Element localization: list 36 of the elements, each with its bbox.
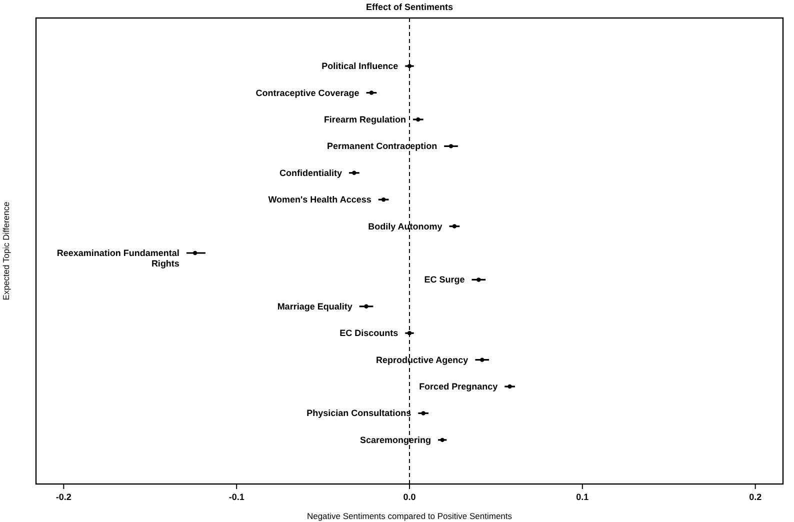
- point: [480, 358, 484, 362]
- x-axis-title: Negative Sentiments compared to Positive Sentiments: [306, 511, 512, 521]
- y-tick-label: Permanent Contraception: [327, 141, 438, 152]
- point: [448, 144, 454, 148]
- y-tick-label: Confidentiality: [279, 168, 342, 178]
- y-tick-label: Contraceptive Coverage: [256, 88, 360, 98]
- point: [369, 90, 374, 95]
- point: [416, 117, 420, 122]
- y-tick-label: Bodily Autonomy: [368, 221, 442, 232]
- y-tick-label: Reproductive Agency: [376, 354, 468, 365]
- y-tick-label: Scaremongering: [360, 434, 432, 445]
- y-tick-label: Firearm Regulation: [324, 114, 406, 124]
- y-tick-label: Reexamination Fundamental Rights: [56, 248, 180, 268]
- y-tick-label: Physician Consultations: [306, 408, 412, 418]
- point: [508, 384, 512, 389]
- y-axis-title: Expected Topic Difference: [1, 202, 11, 300]
- point: [452, 224, 457, 228]
- x-tick-label: -0.2: [56, 492, 72, 502]
- y-tick-label: Women's Health Access: [268, 194, 372, 205]
- x-tick-label: 0.2: [749, 492, 762, 502]
- point: [364, 304, 368, 309]
- y-tick-label: Marriage Equality: [277, 301, 352, 312]
- x-tick-label: -0.1: [228, 492, 244, 502]
- x-tick-label: 0.1: [576, 492, 589, 502]
- y-tick-label: Political Influence: [322, 61, 398, 72]
- point: [381, 197, 386, 202]
- point: [476, 278, 481, 282]
- point: [440, 438, 444, 442]
- y-tick-label: EC Surge: [424, 274, 465, 285]
- y-tick-label: EC Discounts: [340, 328, 398, 338]
- point: [421, 411, 426, 416]
- chart-title: Effect of Sentiments: [366, 2, 454, 12]
- y-tick-label: Forced Pregnancy: [419, 382, 498, 392]
- x-tick-label: 0.0: [403, 492, 416, 502]
- point: [352, 170, 356, 175]
- point: [192, 250, 198, 256]
